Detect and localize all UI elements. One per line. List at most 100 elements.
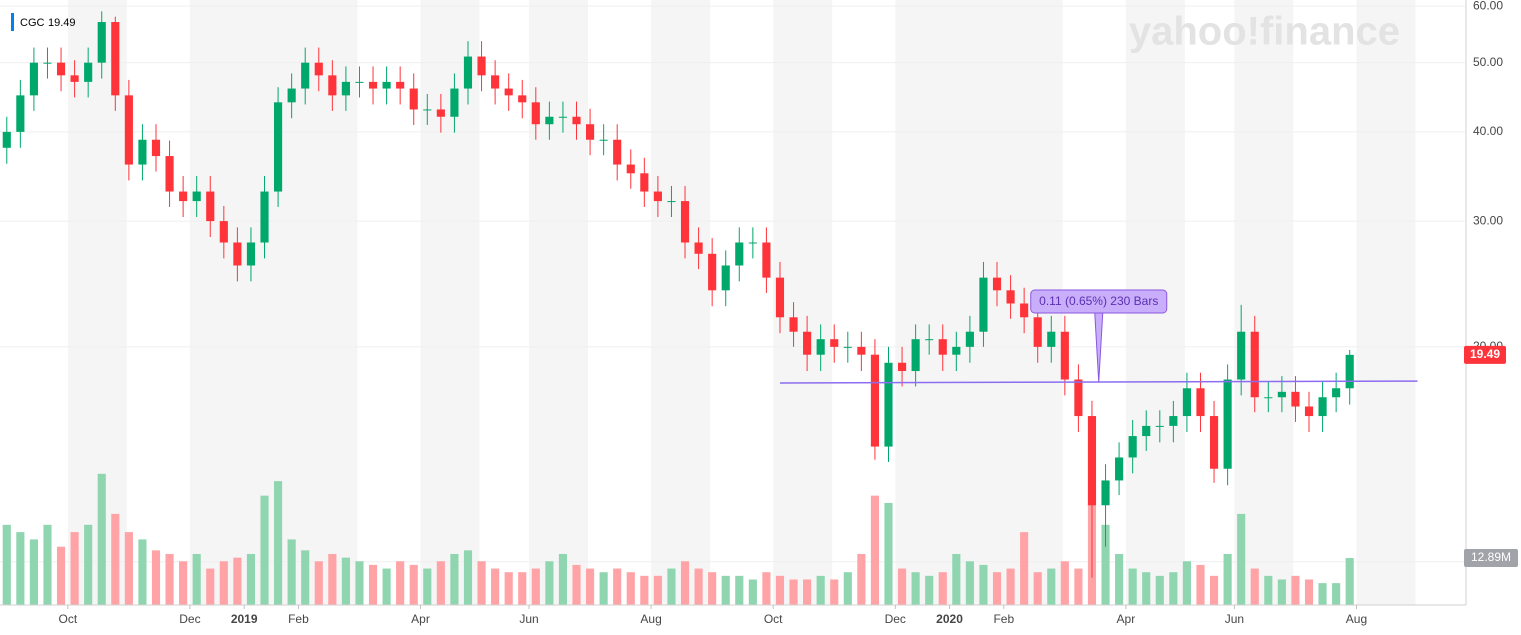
candle-body (436, 109, 445, 117)
candle-body (1060, 331, 1069, 380)
candle-body (965, 331, 974, 347)
candle-body (111, 22, 120, 96)
candle-body (29, 62, 38, 96)
volume-bar (613, 568, 622, 605)
candle-body (653, 191, 662, 202)
volume-bar (450, 553, 459, 605)
volume-bar (274, 481, 283, 605)
legend-price: 19.49 (48, 17, 76, 29)
month-band (1234, 0, 1294, 605)
candle-body (328, 75, 337, 96)
month-band (949, 0, 1009, 605)
volume-bar (1237, 513, 1246, 605)
month-band (189, 0, 249, 605)
volume-bar (341, 557, 350, 605)
volume-bar (586, 568, 595, 605)
volume-bar (1006, 568, 1015, 605)
candle-body (382, 81, 391, 89)
candle-body (192, 191, 201, 202)
x-tick-label: Apr (1117, 612, 1136, 626)
volume-bar (206, 568, 215, 605)
candle-body (1155, 425, 1164, 427)
candle-body (1142, 425, 1151, 437)
volume-bar (1332, 583, 1341, 605)
volume-bar (708, 572, 717, 605)
volume-bar (857, 553, 866, 605)
volume-bar (965, 561, 974, 605)
candle-body (165, 156, 174, 192)
volume-bar (1142, 572, 1151, 605)
volume-bar (694, 568, 703, 605)
volume-bar (897, 568, 907, 605)
candle-body (274, 102, 283, 192)
candle-body (789, 317, 798, 332)
volume-bar (233, 557, 242, 605)
volume-bar (735, 575, 744, 605)
candle-body (368, 81, 378, 89)
candle-body (1237, 331, 1246, 380)
x-tick-label: Feb (993, 612, 1014, 626)
x-tick-label: Apr (411, 612, 430, 626)
volume-bar (748, 579, 757, 605)
callout-label: 0.11 (0.65%) 230 Bars (1039, 294, 1158, 308)
candle-body (260, 191, 269, 243)
candle-body (857, 346, 866, 355)
x-tick-label: 2019 (231, 612, 258, 626)
watermark: yahoo!finance (1129, 10, 1400, 54)
volume-bar (246, 553, 256, 605)
candle-body (491, 75, 500, 89)
candle-body (124, 95, 133, 165)
volume-bar (518, 572, 527, 605)
candle-body (1128, 436, 1137, 458)
candle-body (504, 88, 513, 96)
volume-bar (1250, 568, 1259, 605)
candle-body (179, 191, 188, 202)
month-band (1356, 0, 1416, 605)
candle-body (680, 201, 690, 243)
volume-bar (640, 575, 649, 605)
candle-body (1264, 397, 1273, 399)
volume-bar (762, 572, 771, 605)
y-tick-label: 40.00 (1473, 124, 1503, 138)
candle-body (97, 22, 106, 63)
volume-bar (1101, 524, 1110, 605)
candle-body (870, 354, 879, 447)
legend-ticker: CGC (20, 17, 45, 29)
volume-bar (979, 564, 988, 605)
volume-bar (97, 473, 106, 605)
volume-bar (830, 579, 839, 605)
candle-body (1182, 388, 1191, 417)
volume-bar (1196, 564, 1205, 605)
candle-body (1101, 480, 1110, 506)
candle-body (911, 339, 920, 372)
volume-bar (1345, 558, 1354, 605)
callout-box (1030, 289, 1168, 314)
candle-body (897, 362, 907, 372)
candle-body (1318, 397, 1327, 417)
volume-bar (653, 575, 662, 605)
month-band (895, 0, 955, 605)
candle-body (1115, 457, 1124, 481)
volume-bar (911, 572, 920, 605)
candle-body (219, 221, 228, 243)
month-band (529, 0, 589, 605)
y-tick-label: 30.00 (1473, 213, 1503, 227)
candle-body (246, 242, 256, 266)
candle-body (748, 242, 757, 244)
candle-body (233, 242, 242, 266)
y-tick-label: 50.00 (1473, 55, 1503, 69)
volume-bar (789, 579, 798, 605)
month-band (298, 0, 358, 605)
candle-body (1087, 416, 1097, 506)
x-tick-label: Jun (519, 612, 538, 626)
volume-bar (545, 561, 554, 605)
candle-body (938, 339, 947, 355)
volume-bar (1182, 561, 1191, 605)
candle-body (1169, 416, 1178, 426)
candle-body (314, 62, 323, 76)
candle-body (599, 139, 608, 141)
candle-body (667, 201, 676, 203)
candle-body (1020, 303, 1029, 318)
candle-body (952, 346, 961, 355)
